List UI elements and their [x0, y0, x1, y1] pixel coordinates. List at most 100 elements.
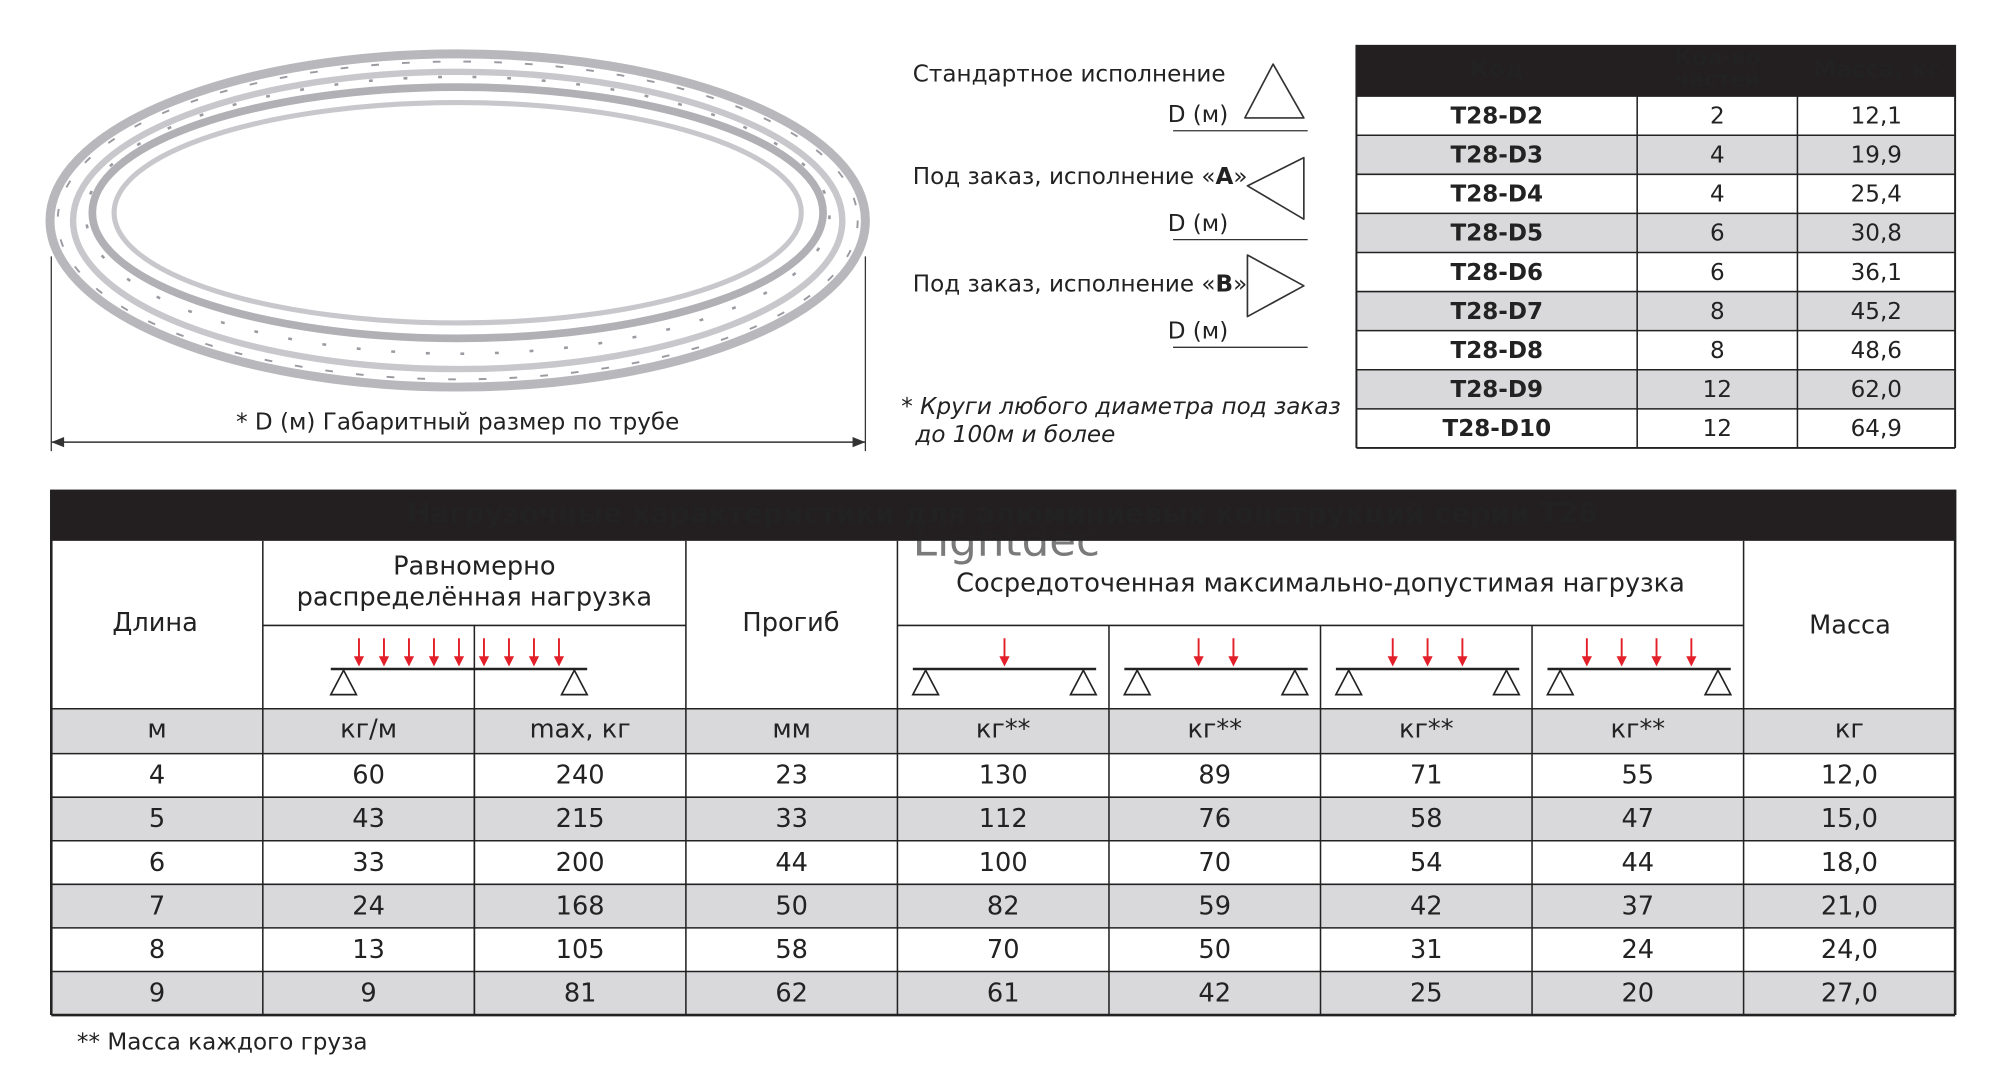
cell-text: 37	[1622, 891, 1655, 921]
cell-text: 6	[149, 848, 165, 878]
arrow	[553, 656, 565, 667]
cell-text: 44	[775, 848, 808, 878]
footnote: ** Масса каждого груза	[77, 1030, 368, 1056]
cell-text: 33	[775, 804, 808, 834]
unit-text: кг/м	[340, 715, 397, 745]
cell-text: 42	[1198, 979, 1231, 1009]
cell-text: 81	[564, 979, 597, 1009]
cell-text: 20	[1622, 979, 1655, 1009]
cell-text: 27,0	[1821, 979, 1878, 1009]
arrow	[453, 656, 465, 667]
cell-text: 59	[1198, 891, 1231, 921]
unit-text: мм	[772, 715, 811, 745]
cell-bg	[1356, 369, 1956, 409]
cell-text: 168	[556, 891, 605, 921]
arrow	[503, 656, 515, 667]
profile-icon	[1246, 254, 1305, 318]
cell-text: 8	[1710, 299, 1725, 325]
cell-text: 60	[352, 761, 385, 791]
cell-text: 12	[1703, 377, 1732, 403]
support	[1122, 668, 1152, 696]
version-label-part: A	[1216, 163, 1234, 189]
arrow	[1616, 656, 1627, 667]
version-d: D (м)	[1168, 318, 1228, 344]
support	[1334, 668, 1363, 696]
cell-text: 12,1	[1851, 103, 1902, 129]
cell-text: 44	[1622, 848, 1655, 878]
ring-drawing	[45, 49, 870, 452]
cell-text: 24	[1622, 935, 1655, 965]
cell-text: 200	[556, 848, 605, 878]
arrow	[1228, 656, 1239, 667]
version-label-part: »	[1233, 271, 1247, 297]
cell-bg	[51, 971, 1956, 1016]
arrow	[1422, 656, 1433, 667]
cell-text: 6	[1710, 221, 1725, 247]
cell-text: 4	[1710, 182, 1725, 208]
note: до 100м и более	[914, 422, 1115, 448]
cell-text: 33	[352, 848, 385, 878]
cell-text: T28-D6	[1450, 260, 1543, 286]
version-label-part: B	[1216, 271, 1234, 297]
cell-text: T28-D2	[1450, 103, 1543, 129]
cell-text: 100	[979, 848, 1028, 878]
cell-text: 130	[979, 761, 1028, 791]
versions: Стандартное исполнение D (м) Под заказ, ис…	[913, 61, 1308, 348]
cell-bg	[51, 884, 1956, 928]
cell-text: 54	[1410, 848, 1443, 878]
version-label-part: Под заказ, исполнение «	[913, 163, 1216, 189]
cell-text: 12	[1703, 416, 1732, 442]
cell-text: 61	[987, 979, 1020, 1009]
cell-text: 55	[1622, 761, 1655, 791]
support	[1492, 668, 1521, 696]
cell-text: 48,6	[1851, 338, 1902, 364]
cell-bg	[51, 489, 1956, 541]
cell-text: 25	[1410, 979, 1443, 1009]
header-text: Кол-во	[1674, 46, 1761, 71]
arrow	[1581, 656, 1592, 667]
arrow	[478, 656, 490, 667]
cell-bg	[1356, 408, 1956, 448]
cell-text: 105	[556, 935, 605, 965]
support	[1069, 668, 1098, 696]
cell-text: 112	[979, 804, 1028, 834]
cell-text: 9	[360, 979, 376, 1009]
cell-bg	[1356, 330, 1956, 370]
cell-bg	[51, 797, 1956, 841]
version-label: Под заказ, исполнение «A»	[913, 163, 1248, 189]
watermark: Lightdec	[913, 516, 1100, 566]
load-table: Нагрузочные характеристики для алюминиев…	[50, 489, 1957, 1017]
cell-text: 43	[352, 804, 385, 834]
unit-text: кг**	[976, 715, 1031, 745]
unit-text: м	[147, 715, 166, 745]
header-text: Масса	[1809, 611, 1891, 641]
cell-text: 89	[1198, 761, 1231, 791]
cell-bg	[1356, 135, 1956, 175]
support	[1703, 668, 1733, 696]
cell-text: 7	[149, 891, 165, 921]
arrow	[528, 656, 540, 667]
cell-text: 15,0	[1821, 804, 1878, 834]
arrow	[403, 656, 415, 667]
cell-text: T28-D5	[1450, 221, 1543, 247]
arrow	[428, 656, 440, 667]
cell-text: 13	[352, 935, 385, 965]
support	[1546, 668, 1575, 696]
unit-text: max, кг	[530, 715, 631, 745]
header-text: частей	[1675, 68, 1760, 93]
cell-bg	[1356, 291, 1956, 331]
cell-text: 2	[1710, 103, 1725, 129]
ring-caption: * D (м) Габаритный размер по трубе	[236, 409, 679, 435]
cell-text: 70	[987, 935, 1020, 965]
arrow	[1651, 656, 1662, 667]
cell-text: 25,4	[1851, 182, 1902, 208]
cell-text: T28-D8	[1450, 338, 1543, 364]
header-text: Равномерно	[393, 552, 556, 582]
cell-text: T28-D10	[1442, 416, 1551, 442]
cell-text: 70	[1198, 848, 1231, 878]
cell-text: 50	[1198, 935, 1231, 965]
cell-text: 215	[556, 804, 605, 834]
cell-text: 240	[556, 761, 605, 791]
